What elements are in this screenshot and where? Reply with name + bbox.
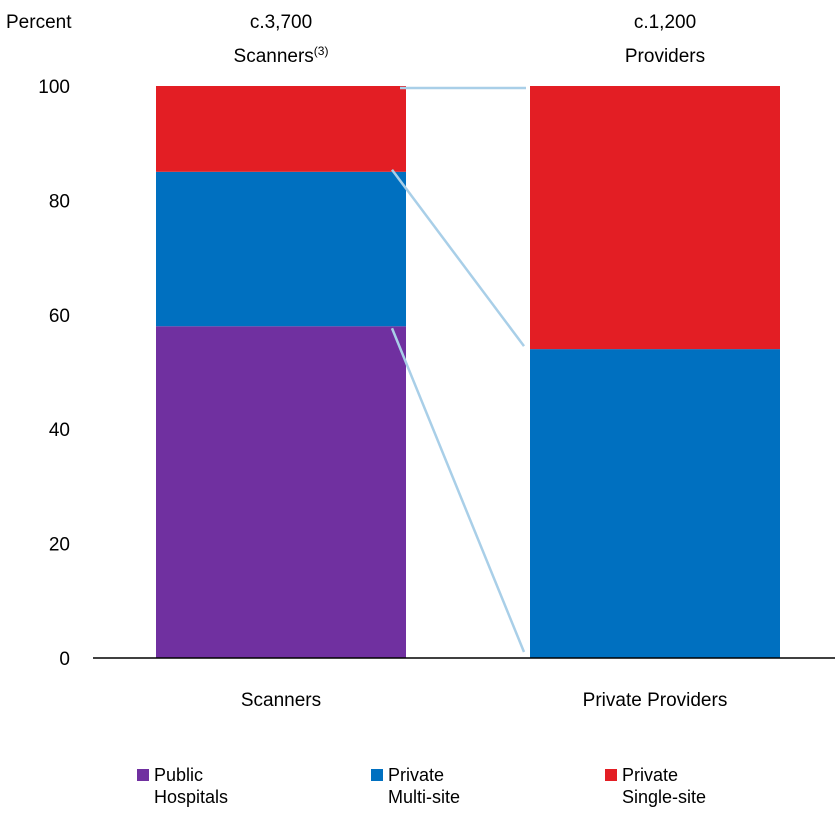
bar-scanners-private-single-site — [156, 86, 406, 172]
connector-line-middle — [390, 169, 526, 347]
bar-scanners-private-multi-site — [156, 171, 406, 327]
y-tick-label-40: 40 — [49, 420, 70, 441]
x-tick-label-private-providers: Private Providers — [583, 690, 728, 711]
legend-swatch-public-hospitals — [137, 769, 149, 781]
column-header-count-2: c.1,200 — [634, 12, 696, 33]
column-header-label-2: Providers — [625, 46, 705, 67]
legend: Public Hospitals Private Multi-site Priv… — [0, 764, 835, 816]
bar-scanners-public-hospitals — [156, 326, 406, 658]
connector-line-bottom — [390, 327, 526, 653]
column-header-label-1: Scanners(3) — [234, 44, 329, 67]
legend-label-private-single-site: Private Single-site — [622, 765, 707, 807]
legend-item-private-single-site: Private Single-site — [605, 764, 706, 808]
y-tick-label-0: 0 — [59, 649, 70, 670]
y-tick-label-20: 20 — [49, 535, 70, 556]
y-tick-label-100: 100 — [38, 77, 70, 98]
legend-label-public-hospitals: Public Hospitals — [154, 765, 229, 807]
legend-swatch-private-single-site — [605, 769, 617, 781]
legend-label-private-multi-site: Private Multi-site — [388, 765, 461, 807]
y-tick-label-80: 80 — [49, 191, 70, 212]
bar-private-providers-private-single-site — [530, 86, 780, 350]
legend-swatch-private-multi-site — [371, 769, 383, 781]
y-tick-label-60: 60 — [49, 306, 70, 327]
x-tick-label-scanners: Scanners — [241, 690, 321, 711]
bar-private-providers-private-multi-site — [530, 349, 780, 658]
y-axis-label: Percent — [6, 12, 72, 33]
column-header-count-1: c.3,700 — [250, 12, 312, 33]
legend-item-public-hospitals: Public Hospitals — [137, 764, 228, 808]
legend-item-private-multi-site: Private Multi-site — [371, 764, 460, 808]
footnote-marker: (3) — [314, 44, 329, 58]
